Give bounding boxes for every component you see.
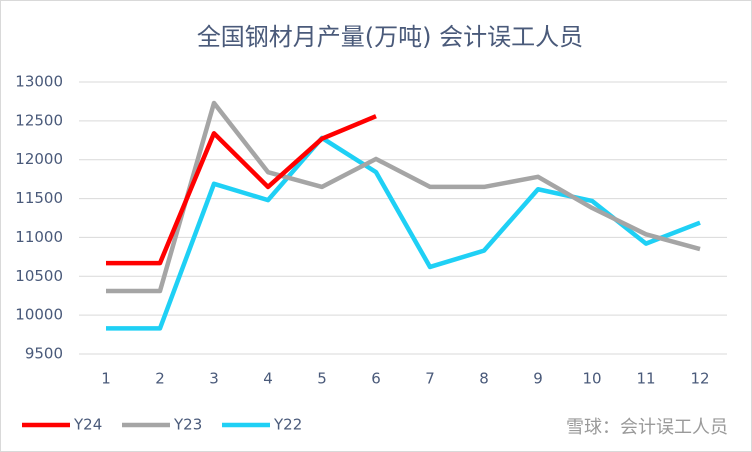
legend-label: Y23: [173, 416, 202, 434]
legend-label: Y24: [73, 416, 102, 434]
y-tick-label: 10000: [15, 306, 63, 324]
x-tick-label: 2: [155, 370, 165, 388]
x-tick-label: 8: [479, 370, 489, 388]
y-tick-label: 13000: [15, 73, 63, 91]
y-tick-label: 10500: [15, 267, 63, 285]
watermark: 雪球：会计误工人员: [566, 417, 728, 438]
y-tick-label: 11500: [15, 189, 63, 207]
series-line: [106, 135, 701, 331]
x-tick-label: 1: [101, 370, 111, 388]
y-tick-label: 9500: [25, 345, 63, 363]
x-tick-label: 12: [690, 370, 709, 388]
series-line: [106, 114, 377, 266]
x-tick-label: 6: [371, 370, 381, 388]
y-tick-label: 12500: [15, 111, 63, 129]
y-tick-label: 12000: [15, 150, 63, 168]
x-tick-label: 10: [582, 370, 601, 388]
x-tick-label: 9: [533, 370, 543, 388]
x-tick-label: 11: [636, 370, 655, 388]
x-tick-label: 4: [263, 370, 273, 388]
x-tick-label: 3: [209, 370, 219, 388]
x-tick-label: 7: [425, 370, 435, 388]
y-tick-label: 11000: [15, 228, 63, 246]
legend-label: Y22: [273, 416, 302, 434]
x-tick-label: 5: [317, 370, 327, 388]
chart-title: 全国钢材月产量(万吨) 会计误工人员: [197, 23, 583, 51]
series-line: [106, 100, 701, 294]
